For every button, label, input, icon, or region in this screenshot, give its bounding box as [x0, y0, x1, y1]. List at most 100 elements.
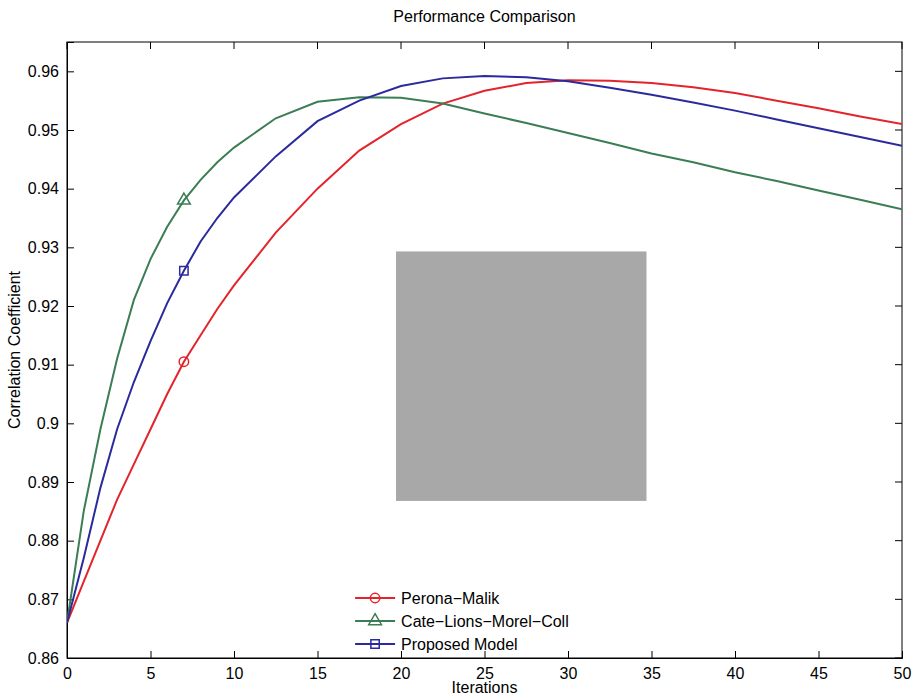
- x-tick: 50: [894, 651, 912, 682]
- legend-marker: [369, 614, 382, 625]
- x-tick-label: 0: [63, 665, 72, 682]
- y-tick-mark: [67, 365, 74, 366]
- legend: Perona−Malik Cate−Lions−Morel−Coll Propose…: [355, 590, 569, 653]
- x-tick-mark-top: [902, 42, 903, 49]
- x-tick: 15: [309, 651, 327, 682]
- y-tick: 0.91: [28, 356, 74, 373]
- y-tick: 0.92: [28, 298, 74, 315]
- y-tick-label: 0.93: [28, 239, 59, 256]
- x-tick: 45: [810, 651, 828, 682]
- y-tick-mark: [67, 130, 74, 131]
- y-tick-mark: [67, 423, 74, 424]
- x-tick: 30: [560, 651, 578, 682]
- y-tick-mark-right: [895, 247, 902, 248]
- y-tick-mark-right: [895, 71, 902, 72]
- y-tick-label: 0.9: [37, 415, 59, 432]
- x-tick-label: 30: [560, 665, 578, 682]
- y-tick-mark-right: [895, 130, 902, 131]
- legend-marker: [370, 593, 379, 602]
- x-tick-mark-top: [317, 42, 318, 49]
- legend-marker: [371, 640, 379, 648]
- x-tick-mark-top: [150, 42, 151, 49]
- x-tick-mark-top: [568, 42, 569, 49]
- x-tick-label: 5: [147, 665, 156, 682]
- x-tick-mark-top: [401, 42, 402, 49]
- y-tick: 0.9: [37, 415, 74, 432]
- legend-swatch: [355, 597, 395, 599]
- y-axis: 0.86 0.87 0.88 0.89 0.9 0.91 0.92 0.93 0.94 0.95 0…: [28, 43, 74, 667]
- y-tick: 0.86: [28, 650, 74, 667]
- x-tick: 35: [643, 651, 661, 682]
- y-tick-mark-right: [895, 423, 902, 424]
- series-marker: [179, 357, 188, 366]
- plot-area: [67, 76, 902, 623]
- x-tick-mark: [652, 651, 653, 658]
- x-tick-mark-top: [234, 42, 235, 49]
- legend-label: Proposed Model: [401, 636, 518, 653]
- x-tick-label: 40: [727, 665, 745, 682]
- y-tick-label: 0.88: [28, 532, 59, 549]
- y-tick: 0.94: [28, 180, 74, 197]
- legend-swatch: [355, 643, 395, 645]
- x-axis: 0 5 10 15 20 25 30 35 40 45 50: [63, 651, 911, 682]
- y-tick-mark: [67, 189, 74, 190]
- x-axis-title: Iterations: [452, 679, 518, 696]
- y-tick-label: 0.87: [28, 591, 59, 608]
- x-tick-label: 35: [643, 665, 661, 682]
- x-tick-mark: [902, 651, 903, 658]
- y-tick-mark-right: [895, 188, 902, 189]
- y-tick-label: 0.96: [28, 63, 59, 80]
- y-tick-mark-right: [895, 599, 902, 600]
- y-tick-mark-right: [895, 658, 902, 659]
- x-tick: 40: [727, 651, 745, 682]
- series-line: [67, 80, 902, 623]
- x-tick-mark-top: [651, 42, 652, 49]
- y-tick-mark: [67, 541, 74, 542]
- y-tick: 0.95: [28, 122, 74, 139]
- y-tick-label: 0.89: [28, 474, 59, 491]
- series-marker: [178, 193, 191, 204]
- y-tick-label: 0.86: [28, 650, 59, 667]
- legend-label: Perona−Malik: [401, 590, 500, 607]
- legend-item: Perona−Malik: [355, 590, 500, 607]
- series-line: [67, 76, 902, 623]
- x-tick-label: 50: [894, 665, 912, 682]
- x-tick-mark: [735, 651, 736, 658]
- y-tick: 0.88: [28, 532, 74, 549]
- x-tick-label: 10: [226, 665, 244, 682]
- x-tick: 20: [393, 651, 411, 682]
- legend-item: Proposed Model: [355, 636, 518, 653]
- x-tick-mark: [318, 651, 319, 658]
- series-marker: [180, 267, 188, 275]
- y-tick-label: 0.95: [28, 122, 59, 139]
- x-tick: 5: [147, 651, 156, 682]
- y-tick-mark: [67, 306, 74, 307]
- x-tick: 10: [226, 651, 244, 682]
- series-line: [67, 97, 902, 623]
- y-tick: 0.96: [28, 63, 74, 80]
- x-tick-label: 15: [309, 665, 327, 682]
- y-tick: 0.89: [28, 474, 74, 491]
- x-tick-mark: [151, 651, 152, 658]
- y-tick-label: 0.94: [28, 180, 59, 197]
- y-tick-mark: [67, 482, 74, 483]
- x-tick-mark: [234, 651, 235, 658]
- y-tick-mark: [67, 247, 74, 248]
- legend-label: Cate−Lions−Morel−Coll: [401, 613, 569, 630]
- chart-title: Performance Comparison: [393, 8, 575, 25]
- y-tick: 0.87: [28, 591, 74, 608]
- y-axis-title: Correlation Coefficient: [6, 270, 23, 429]
- x-tick-mark-top: [484, 42, 485, 49]
- x-tick: 25: [476, 651, 494, 682]
- y-tick-mark-right: [895, 482, 902, 483]
- chart: 051015202530354045500.860.870.880.890.90…: [0, 0, 920, 698]
- y-tick-label: 0.91: [28, 356, 59, 373]
- y-tick-label: 0.92: [28, 298, 59, 315]
- plot-frame: [67, 42, 902, 658]
- y-tick-mark: [67, 658, 74, 659]
- y-tick-mark-right: [895, 364, 902, 365]
- y-tick-mark-right: [895, 540, 902, 541]
- mirror-ticks: [67, 42, 902, 658]
- x-tick-mark: [819, 651, 820, 658]
- x-tick-label: 20: [393, 665, 411, 682]
